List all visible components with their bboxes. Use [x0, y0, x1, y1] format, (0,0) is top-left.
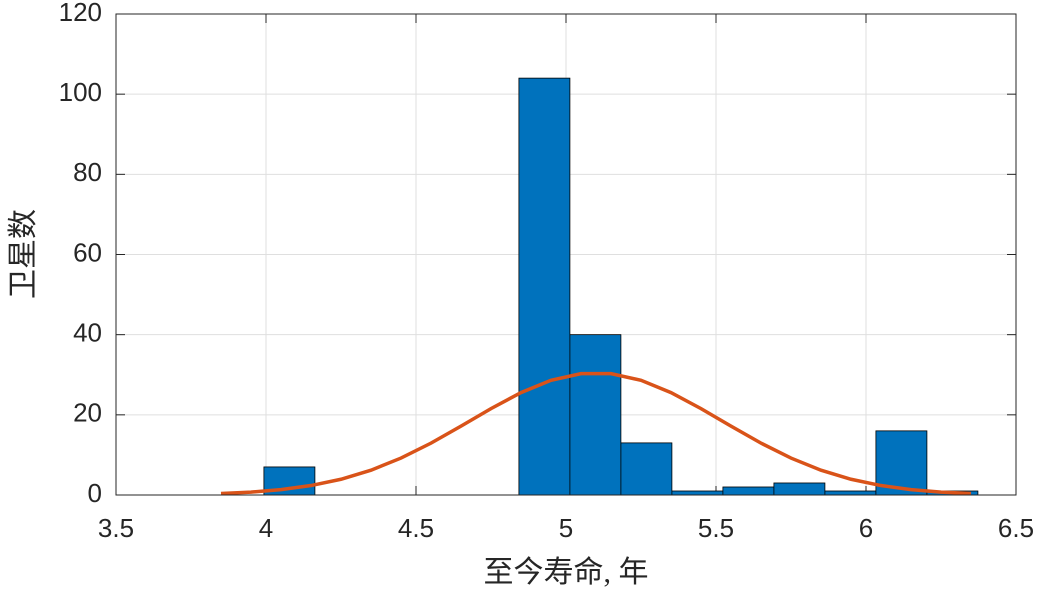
y-tick-label: 100	[59, 77, 102, 107]
x-tick-label: 5.5	[698, 513, 734, 543]
x-tick-label: 3.5	[98, 513, 134, 543]
bar	[518, 77, 571, 496]
bar	[824, 490, 877, 496]
y-tick-label: 80	[73, 157, 102, 187]
y-tick-label: 120	[59, 0, 102, 27]
x-axis-label: 至今寿命, 年	[484, 556, 649, 589]
y-tick-label: 20	[73, 398, 102, 428]
x-tick-label: 5	[559, 513, 573, 543]
x-tick-label: 6.5	[998, 513, 1034, 543]
y-tick-label: 40	[73, 318, 102, 348]
axes-box	[115, 13, 1017, 496]
x-tick-label: 6	[859, 513, 873, 543]
bar	[722, 486, 775, 496]
bar	[620, 442, 673, 496]
y-axis-label: 卫星数	[7, 209, 40, 299]
bar	[671, 490, 724, 496]
bar	[569, 334, 622, 496]
x-tick-label: 4.5	[398, 513, 434, 543]
x-tick-label: 4	[259, 513, 273, 543]
y-tick-label: 60	[73, 237, 102, 267]
bar	[773, 482, 826, 496]
y-tick-label: 0	[88, 478, 102, 508]
fit-curve	[220, 371, 972, 496]
